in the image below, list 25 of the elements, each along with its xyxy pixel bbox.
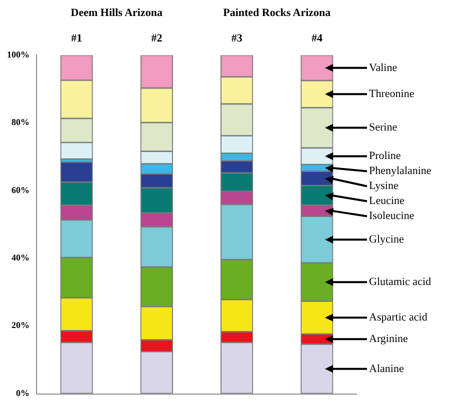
x-tick-label: #1	[71, 32, 82, 44]
text: Threonine	[369, 88, 414, 100]
text: Serine	[369, 122, 398, 134]
text: Leucine	[369, 195, 405, 208]
text: Lysine	[369, 180, 398, 192]
y-tick-label: 60%	[12, 184, 30, 195]
text: Phenylalanine	[369, 165, 432, 178]
text: Isoleucine	[369, 210, 414, 222]
text: Glutamic acid	[369, 276, 432, 288]
y-tick-label: 20%	[12, 320, 30, 330]
text: Valine	[369, 62, 398, 74]
y-tick-label: 40%	[12, 252, 30, 263]
text: Aspartic acid	[369, 312, 428, 324]
x-tick-label: #2	[151, 32, 163, 44]
y-tick-label: 100%	[7, 50, 30, 60]
text: Painted Rocks Arizona	[223, 7, 332, 19]
text: Deem Hills Arizona	[70, 7, 163, 19]
text: Proline	[369, 150, 401, 162]
y-tick-label: 0%	[16, 388, 30, 398]
text: Arginine	[369, 333, 408, 346]
text: Alanine	[369, 362, 404, 375]
x-tick-label: #3	[231, 32, 243, 44]
x-tick-label: #4	[311, 32, 323, 44]
y-tick-label: 80%	[12, 117, 30, 128]
text: Glycine	[369, 234, 404, 246]
